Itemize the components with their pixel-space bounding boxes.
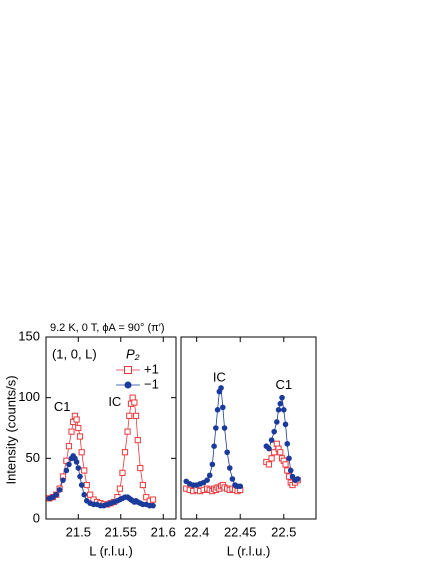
- legend-title: P₂: [126, 346, 140, 361]
- data-point: [87, 491, 94, 498]
- data-point: [214, 407, 221, 413]
- legend-marker: [124, 366, 132, 374]
- data-point: [271, 428, 277, 435]
- data-point: [53, 491, 59, 498]
- data-point: [268, 455, 275, 462]
- data-point: [73, 416, 80, 423]
- data-point: [78, 482, 85, 488]
- data-point: [206, 472, 213, 479]
- data-point: [213, 425, 219, 431]
- data-point: [75, 424, 82, 432]
- data-point: [218, 385, 224, 391]
- data-point: [63, 467, 70, 474]
- data-point: [66, 461, 72, 468]
- annotation: C1: [54, 399, 71, 414]
- data-point: [294, 476, 301, 482]
- data-point: [280, 407, 287, 413]
- data-point: [274, 419, 280, 425]
- data-point: [221, 425, 228, 431]
- data-point: [282, 421, 289, 428]
- data-point: [229, 476, 236, 482]
- data-point: [131, 399, 138, 406]
- data-point: [124, 428, 131, 435]
- data-point: [224, 449, 230, 456]
- data-point: [277, 449, 284, 456]
- annotation: (1, 0, L): [52, 347, 97, 362]
- legend-label: +1: [144, 361, 159, 376]
- data-point: [68, 428, 75, 435]
- data-point: [266, 445, 272, 452]
- y-axis-label: Intensity (counts/s): [3, 375, 18, 484]
- annotation: C1: [275, 377, 292, 392]
- data-point: [220, 404, 226, 411]
- data-point: [237, 483, 244, 490]
- data-point: [265, 461, 273, 468]
- data-point: [132, 412, 140, 419]
- data-point: [116, 485, 124, 492]
- data-point: [77, 473, 83, 480]
- data-point: [268, 437, 275, 443]
- x-tick-label: 21.55: [104, 524, 137, 539]
- x-axis-label: L (r.l.u.): [89, 543, 133, 558]
- data-point: [287, 467, 294, 474]
- data-point: [150, 502, 156, 509]
- data-point: [60, 477, 66, 483]
- x-tick-label: 21.5: [66, 524, 91, 539]
- data-point: [78, 449, 85, 456]
- data-point: [284, 440, 291, 447]
- data-point: [204, 477, 210, 483]
- x-tick-label: 22.5: [271, 524, 296, 539]
- data-point: [76, 433, 84, 440]
- data-point: [209, 461, 216, 468]
- data-point: [149, 496, 157, 503]
- y-tick-label: 100: [18, 389, 40, 404]
- data-point: [286, 455, 292, 462]
- data-point: [119, 469, 126, 476]
- legend-marker: [124, 381, 132, 389]
- data-point: [81, 467, 88, 474]
- plot-frame: [45, 336, 177, 520]
- annotation: IC: [213, 370, 226, 385]
- data-point: [137, 464, 144, 472]
- legend-label: −1: [144, 376, 159, 391]
- y-tick-label: 50: [26, 450, 40, 465]
- data-point: [56, 487, 63, 493]
- y-tick-label: 150: [18, 328, 40, 343]
- data-point: [65, 443, 73, 450]
- x-tick-label: 22.4: [184, 524, 209, 539]
- data-point: [121, 449, 129, 456]
- plot-frame: [180, 336, 317, 520]
- data-point: [277, 400, 284, 407]
- data-point: [282, 461, 289, 468]
- data-point: [275, 407, 282, 413]
- x-tick-label: 21.6: [151, 524, 176, 539]
- x-axis-label: L (r.l.u.): [227, 543, 271, 558]
- data-point: [73, 459, 80, 465]
- data-point: [226, 465, 233, 471]
- data-point: [134, 437, 141, 444]
- data-point: [143, 494, 150, 501]
- chart-title: 9.2 K, 0 T, ϕA = 90° (π′): [50, 322, 164, 334]
- data-point: [139, 481, 146, 489]
- data-point: [271, 449, 278, 456]
- y-tick-label: 0: [33, 510, 40, 525]
- x-tick-label: 22.45: [224, 524, 257, 539]
- data-point: [75, 465, 82, 471]
- data-point: [279, 394, 285, 401]
- data-point: [81, 491, 88, 498]
- data-point: [126, 412, 133, 419]
- data-point: [83, 481, 90, 489]
- annotation: IC: [108, 394, 121, 409]
- data-point: [211, 443, 217, 450]
